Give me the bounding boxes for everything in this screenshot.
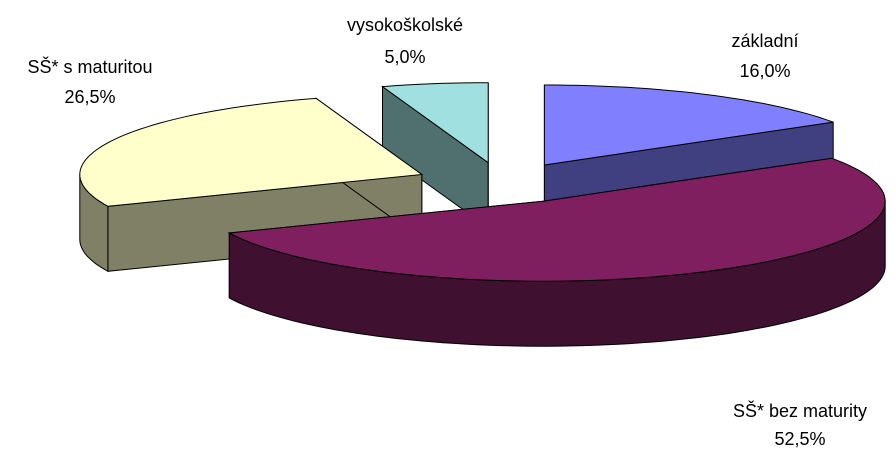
value-label: 52,5% [774,429,825,449]
slice [227,157,886,282]
category-label: SŠ* bez maturity [733,400,867,421]
category-label: SŠ* s maturitou [27,56,152,77]
value-label: 5,0% [384,47,425,67]
value-label: 16,0% [739,61,790,81]
slice [381,82,489,164]
value-label: 26,5% [64,87,115,107]
slice [79,97,424,207]
category-label: vysokoškolské [347,15,463,35]
category-label: základní [731,31,798,51]
slice [543,84,834,166]
